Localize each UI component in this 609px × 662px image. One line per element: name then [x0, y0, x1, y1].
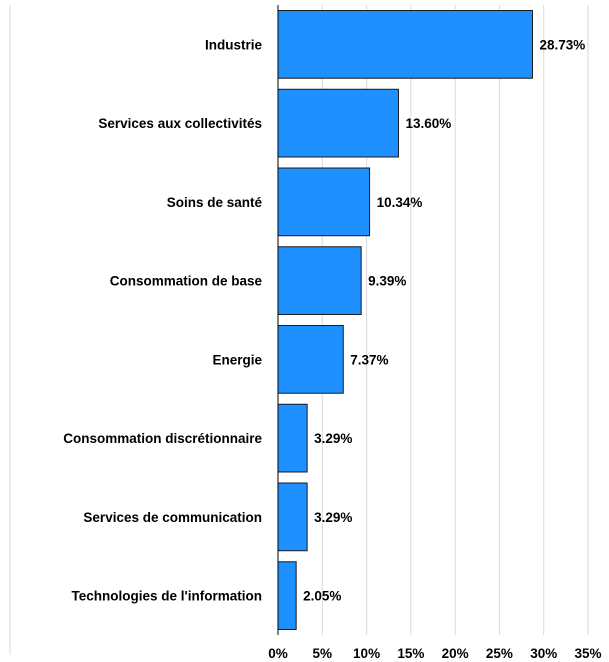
data-label: 3.29% [314, 431, 352, 446]
category-label: Industrie [205, 37, 262, 52]
bar [277, 88, 399, 158]
data-label: 9.39% [368, 274, 406, 289]
x-tick-label: 20% [442, 646, 469, 661]
category-label: Services aux collectivités [98, 116, 262, 131]
category-label: Services de communication [83, 510, 262, 525]
x-tick-label: 25% [486, 646, 513, 661]
x-tick-label: 5% [313, 646, 333, 661]
x-tick-label: 30% [530, 646, 557, 661]
data-label: 2.05% [303, 589, 341, 604]
category-label: Consommation discrétionnaire [63, 431, 262, 446]
x-tick-label: 15% [397, 646, 424, 661]
bar [277, 246, 362, 315]
data-label: 28.73% [539, 37, 585, 52]
bar [277, 325, 344, 394]
x-tick-label: 0% [268, 646, 288, 661]
data-label: 10.34% [377, 195, 423, 210]
bar [277, 167, 371, 237]
category-label: Energie [212, 352, 262, 367]
category-label: Technologies de l'information [72, 589, 262, 604]
bar [277, 482, 308, 552]
bar [277, 561, 297, 630]
category-label: Consommation de base [110, 274, 263, 289]
data-label: 13.60% [405, 116, 451, 131]
bar [277, 10, 533, 79]
category-label: Soins de santé [167, 195, 263, 210]
bars [277, 10, 533, 630]
x-tick-label: 35% [574, 646, 601, 661]
x-tick-label: 10% [353, 646, 380, 661]
bar [277, 403, 308, 473]
data-label: 7.37% [350, 352, 388, 367]
labels: 0% 5% 10% 15% 20% 25% 30% 35% Industrie 28.73% Ser… [63, 37, 601, 661]
data-label: 3.29% [314, 510, 352, 525]
